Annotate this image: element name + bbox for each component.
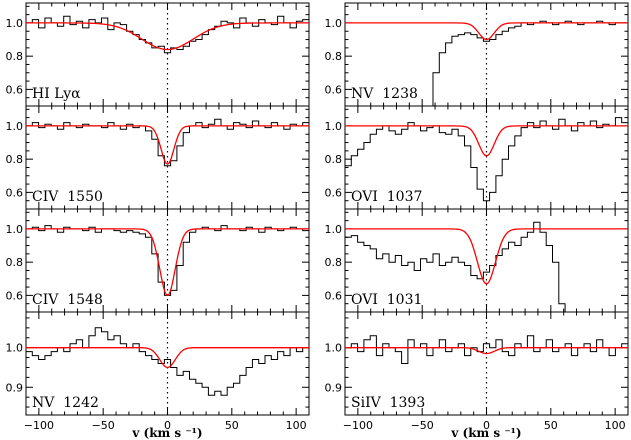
panel-7-ytick-label: 0.9 bbox=[325, 381, 343, 394]
panel-7-model-curve bbox=[345, 347, 628, 355]
panel-6-flux-histogram bbox=[345, 221, 572, 313]
panel-3-flux-histogram bbox=[26, 327, 309, 396]
panel-3-ion-label: NV 1242 bbox=[32, 395, 99, 411]
panel-3-x-axis-label: v (km s ⁻¹) bbox=[131, 426, 202, 440]
panel-2-ytick-label: 0.8 bbox=[6, 256, 24, 269]
panel-1-ytick-label: 1.0 bbox=[6, 120, 24, 133]
panel-2-ion-label: CIV 1548 bbox=[32, 292, 103, 308]
panel-5-ytick-label: 1.0 bbox=[325, 120, 343, 133]
panel-7-xtick-label: 0 bbox=[483, 419, 490, 432]
panel-1-ytick-label: 0.6 bbox=[6, 186, 24, 199]
panel-5-ytick-label: 0.8 bbox=[325, 153, 343, 166]
panel-0-ytick-label: 0.6 bbox=[6, 83, 24, 96]
panel-1-ytick-label: 0.8 bbox=[6, 153, 24, 166]
panel-3-ytick-label: 0.9 bbox=[6, 381, 24, 394]
panel-4-ytick-label: 1.0 bbox=[325, 17, 343, 30]
panel-4-ion-label: NV 1238 bbox=[351, 86, 418, 102]
panel-3-xtick-label: −100 bbox=[24, 419, 54, 432]
panel-5-model-curve bbox=[345, 125, 628, 157]
panel-2-ytick-label: 1.0 bbox=[6, 223, 24, 236]
panel-4-flux-histogram bbox=[426, 20, 628, 107]
panel-6-ion-label: OVI 1031 bbox=[351, 292, 422, 308]
panel-3-xtick-label: 0 bbox=[164, 419, 171, 432]
panel-6-ytick-label: 1.0 bbox=[325, 223, 343, 236]
panel-3-ytick-label: 1.0 bbox=[6, 342, 24, 355]
panel-7-xtick-label: 50 bbox=[544, 419, 558, 432]
panel-3-xtick-label: −50 bbox=[92, 419, 115, 432]
panel-7-xtick-label: −50 bbox=[411, 419, 434, 432]
panel-3-xtick-label: 100 bbox=[286, 419, 307, 432]
panel-0-flux-histogram bbox=[26, 15, 309, 54]
panel-5-ytick-label: 0.6 bbox=[325, 186, 343, 199]
panel-4-model-curve bbox=[345, 22, 628, 41]
panel-7-xtick-label: 100 bbox=[605, 419, 626, 432]
panel-1-ion-label: CIV 1550 bbox=[32, 189, 103, 205]
panel-0-ytick-label: 0.8 bbox=[6, 50, 24, 63]
panel-5-flux-histogram bbox=[345, 117, 628, 202]
panel-7-ion-label: SiIV 1393 bbox=[351, 395, 425, 411]
panel-6-ytick-label: 0.6 bbox=[325, 289, 343, 302]
panel-7-ytick-label: 1.0 bbox=[325, 342, 343, 355]
panel-7-xtick-label: −100 bbox=[343, 419, 373, 432]
panel-0-ion-label: HI Lyα bbox=[32, 86, 81, 102]
panel-4-ytick-label: 0.6 bbox=[325, 83, 343, 96]
panel-2-model-curve bbox=[26, 228, 309, 297]
panel-1-model-curve bbox=[26, 125, 309, 165]
panel-5-ion-label: OVI 1037 bbox=[351, 189, 422, 205]
panel-7-x-axis-label: v (km s ⁻¹) bbox=[450, 426, 521, 440]
panel-4-ytick-label: 0.8 bbox=[325, 50, 343, 63]
panel-6-ytick-label: 0.8 bbox=[325, 256, 343, 269]
panel-3-xtick-label: 50 bbox=[225, 419, 239, 432]
panel-3-model-curve bbox=[26, 347, 309, 369]
panel-0-ytick-label: 1.0 bbox=[6, 17, 24, 30]
panel-7-flux-histogram bbox=[345, 335, 628, 364]
panel-2-ytick-label: 0.6 bbox=[6, 289, 24, 302]
panel-0-model-curve bbox=[26, 22, 309, 51]
panel-6-model-curve bbox=[345, 228, 628, 285]
